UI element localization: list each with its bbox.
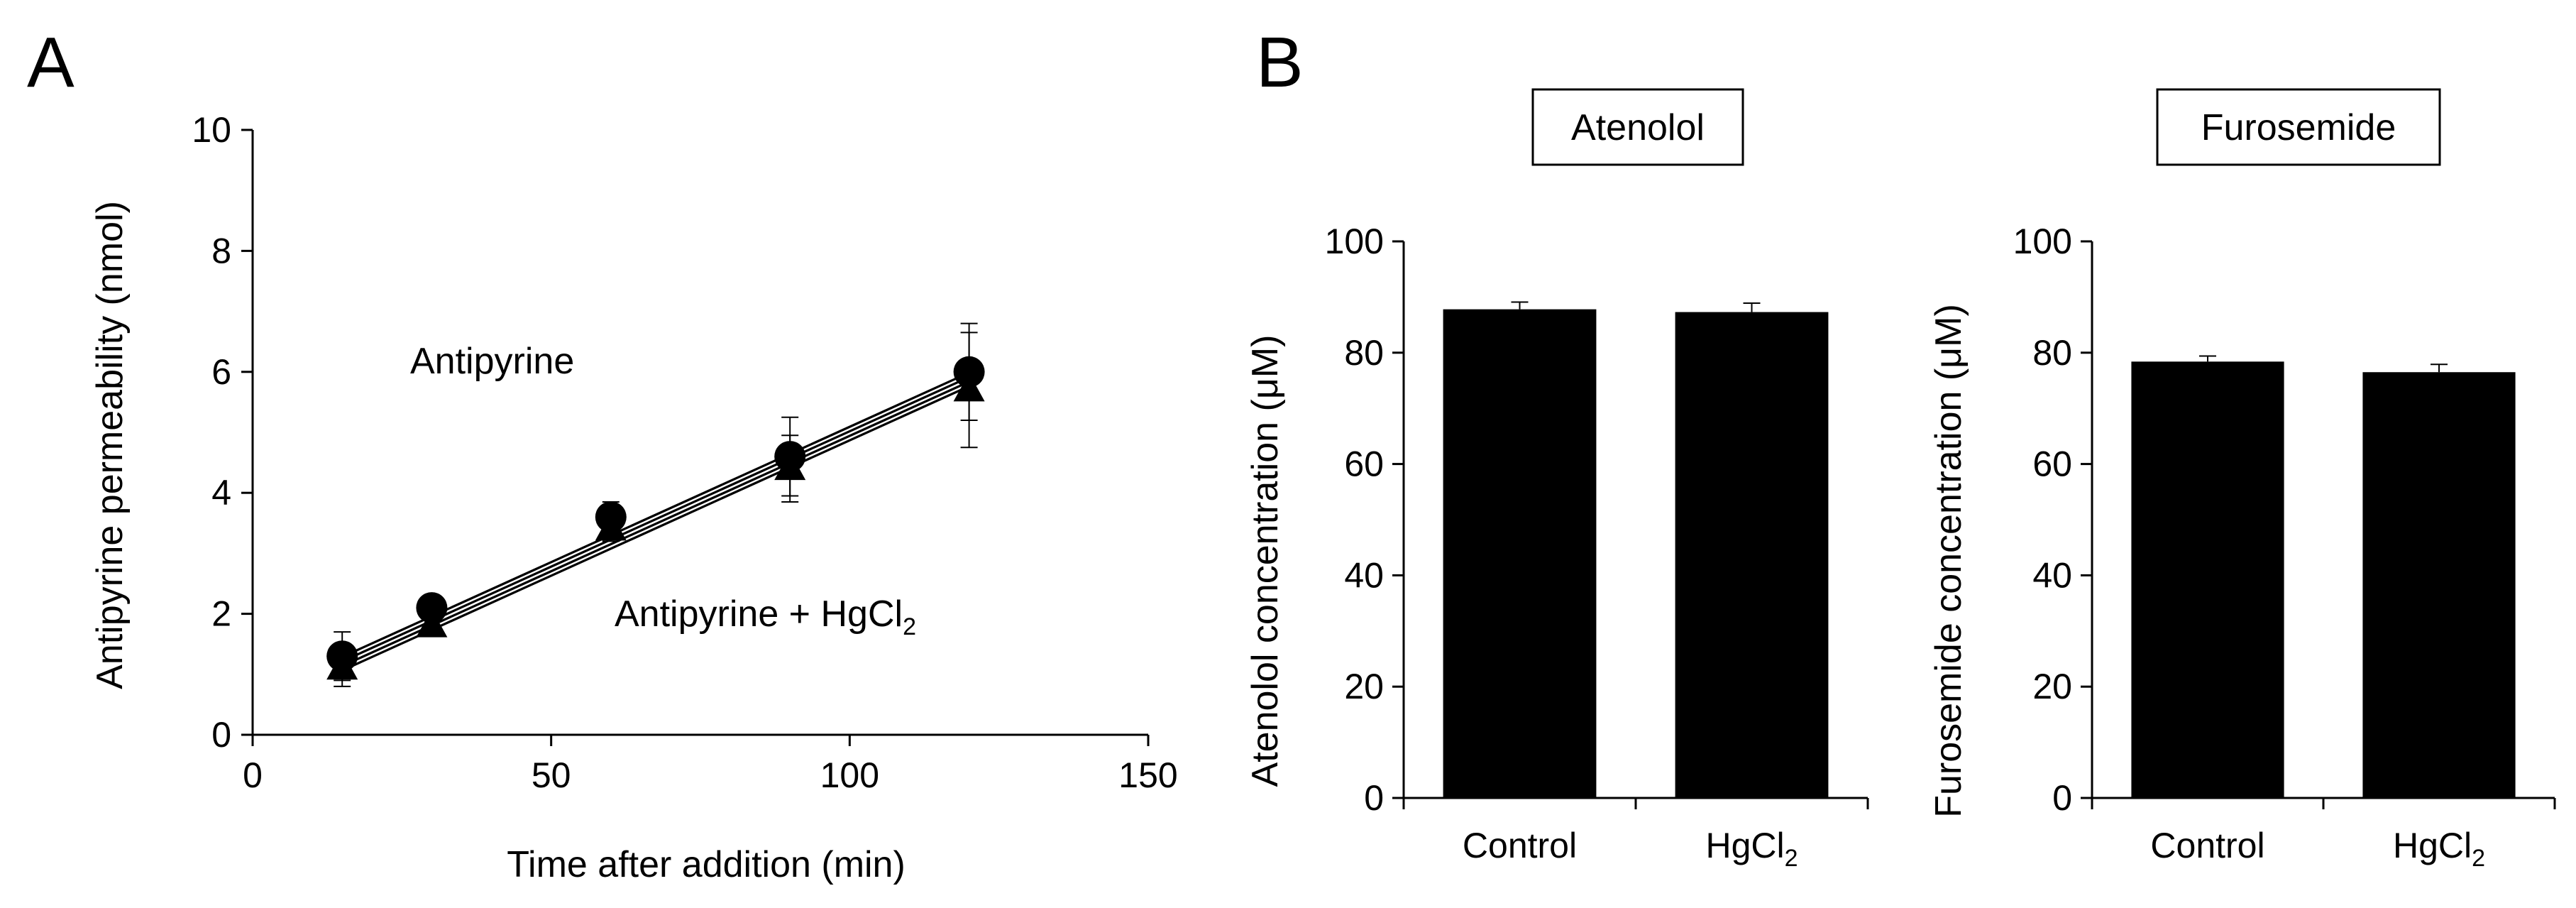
line-chart-a: Antipyrine permeability (nmol) Time afte… — [89, 110, 1178, 885]
chart-a-x-axis-title: Time after addition (min) — [507, 844, 906, 885]
bar-chart-y-tick-label: 20 — [1344, 667, 1384, 706]
chart-b1-y-axis-title: Atenolol concentration (μM) — [1245, 335, 1286, 787]
annotation-hgcl2-main: Antipyrine + HgCl — [615, 594, 903, 635]
bar-chart-y-tick-label: 100 — [1325, 221, 1384, 261]
bar-chart-atenolol: Atenolol Atenolol concentration (μM) 0 20… — [1245, 88, 1869, 872]
chart-title-box-furosemide — [2156, 88, 2441, 166]
chart-a-y-tick-label: 8 — [211, 231, 231, 270]
bar-control — [1443, 309, 1597, 798]
category-label-main: HgCl — [2393, 826, 2472, 865]
bar-chart-y-tick-label: 100 — [2013, 221, 2072, 261]
chart-a-y-tick-label: 6 — [211, 352, 231, 392]
chart-a-y-axis-title: Antipyrine permeability (nmol) — [89, 201, 131, 689]
annotation-antipyrine: Antipyrine — [410, 341, 574, 382]
category-label: Control — [1463, 826, 1577, 865]
bar-control — [2131, 361, 2284, 798]
chart-a-y-tick-label: 10 — [192, 110, 231, 150]
annotation-antipyrine-hgcl2: Antipyrine + HgCl2 — [615, 594, 916, 640]
chart-title-furosemide: Furosemide — [2201, 107, 2396, 148]
chart-a-y-tick-label: 2 — [211, 594, 231, 634]
category-label: HgCl2 — [1705, 826, 1798, 872]
bar-chart-y-tick-label: 40 — [1344, 555, 1384, 595]
chart-a-y-tick-label: 4 — [211, 473, 231, 513]
category-label: HgCl2 — [2393, 826, 2485, 872]
bar-chart-y-tick-label: 0 — [1364, 778, 1384, 818]
data-point-antipyrine-hgcl2 — [326, 651, 358, 680]
fit-line-highlight-series-2 — [341, 383, 970, 669]
category-label-subscript: 2 — [1785, 845, 1798, 872]
category-label-main: Control — [2150, 826, 2264, 865]
chart-a-x-tick-label: 0 — [243, 755, 263, 795]
chart-title-atenolol: Atenolol — [1571, 107, 1705, 148]
category-label-main: Control — [1463, 826, 1577, 865]
bar-hgcl — [1675, 312, 1829, 798]
data-point-antipyrine-hgcl2 — [595, 512, 627, 541]
chart-a-x-tick-label: 150 — [1118, 755, 1177, 795]
bar-chart-y-tick-label: 20 — [2032, 667, 2072, 706]
data-point-antipyrine — [953, 356, 985, 388]
bar-hgcl — [2362, 372, 2516, 798]
bar-chart-y-tick-label: 0 — [2052, 778, 2072, 818]
category-label: Control — [2150, 826, 2264, 865]
category-label-main: HgCl — [1705, 826, 1784, 865]
chart-a-x-tick-label: 50 — [532, 755, 571, 795]
chart-title-box-atenolol — [1531, 88, 1744, 166]
data-point-antipyrine-hgcl2 — [774, 452, 806, 481]
annotation-hgcl2-subscript: 2 — [903, 613, 916, 640]
chart-a-y-tick-label: 0 — [211, 715, 231, 755]
data-point-antipyrine-hgcl2 — [416, 608, 448, 638]
category-label-subscript: 2 — [2472, 845, 2485, 872]
data-point-antipyrine-hgcl2 — [953, 373, 985, 402]
chart-b2-y-axis-title: Furosemide concentration (μM) — [1928, 304, 1969, 818]
bar-chart-y-tick-label: 60 — [1344, 444, 1384, 484]
chart-a-x-tick-label: 100 — [820, 755, 879, 795]
panel-label-b: B — [1256, 23, 1304, 102]
bar-chart-y-tick-label: 60 — [2032, 444, 2072, 484]
bar-chart-y-tick-label: 80 — [1344, 333, 1384, 373]
bar-chart-y-tick-label: 80 — [2032, 333, 2072, 373]
bar-chart-y-tick-label: 40 — [2032, 555, 2072, 595]
data-point-antipyrine — [416, 592, 448, 624]
panel-label-a: A — [27, 23, 75, 102]
bar-chart-furosemide: Furosemide Furosemide concentration (μM)… — [1928, 88, 2556, 872]
